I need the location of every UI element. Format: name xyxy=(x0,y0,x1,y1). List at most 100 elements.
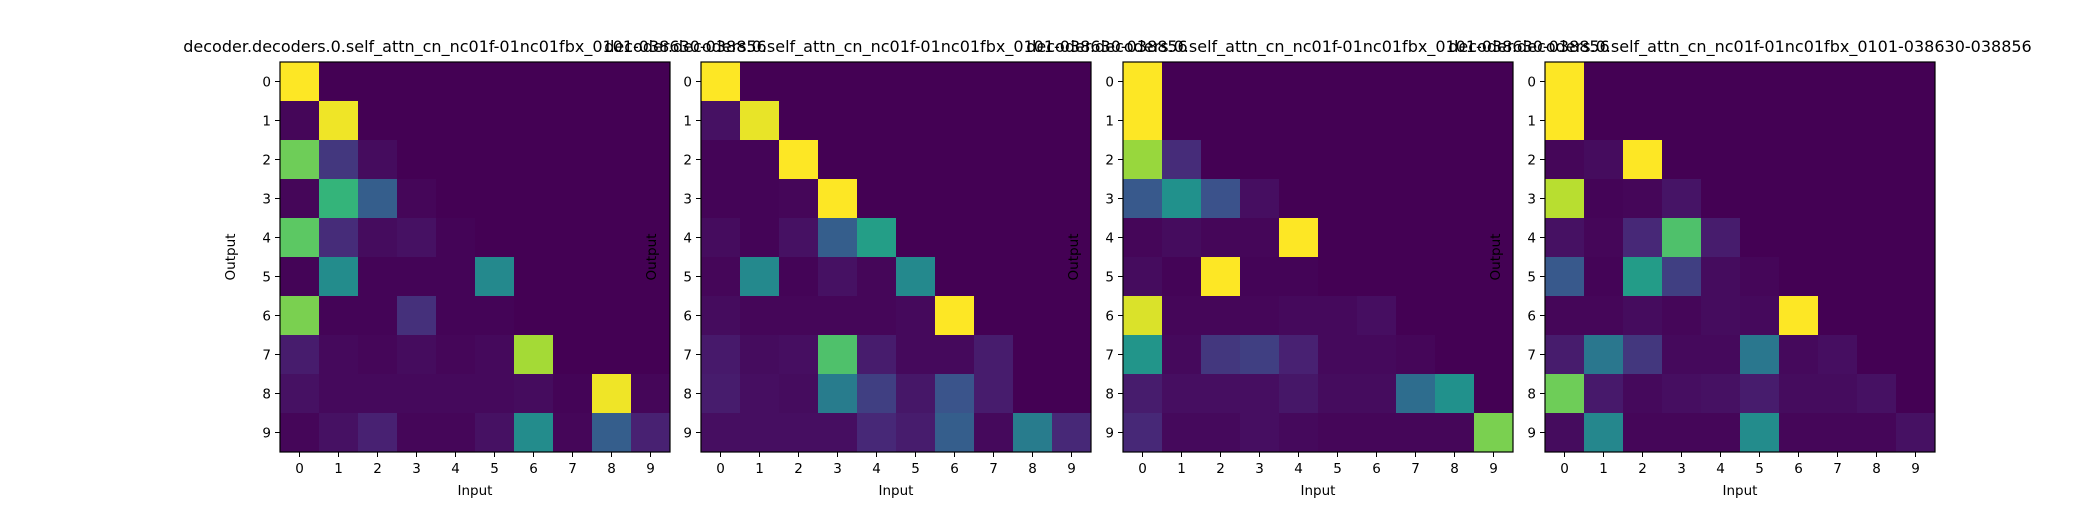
heatmap-cell xyxy=(319,179,359,219)
heatmap-cell xyxy=(631,62,671,102)
heatmap-cell xyxy=(896,218,936,258)
heatmap-cell xyxy=(1623,62,1663,102)
heatmap-cell xyxy=(1435,101,1475,141)
heatmap-cell xyxy=(319,257,359,297)
heatmap-cell xyxy=(514,179,554,219)
y-tick-label: 7 xyxy=(1527,348,1536,364)
heatmap-cell xyxy=(701,335,741,375)
heatmap-cell xyxy=(1584,140,1624,180)
heatmap-cell xyxy=(397,101,437,141)
x-tick-label: 9 xyxy=(1489,461,1498,477)
heatmap-cell xyxy=(514,257,554,297)
heatmap-cell xyxy=(857,62,897,102)
heatmap-cell xyxy=(896,335,936,375)
heatmap-cell xyxy=(1052,218,1092,258)
heatmap-cell xyxy=(1435,374,1475,414)
heatmap-cell xyxy=(1623,335,1663,375)
heatmap-cell xyxy=(740,374,780,414)
heatmap-cell xyxy=(1584,296,1624,336)
heatmap-cell xyxy=(701,374,741,414)
heatmap-cell xyxy=(974,140,1014,180)
heatmap-cell xyxy=(1623,413,1663,453)
heatmap-cell xyxy=(701,296,741,336)
heatmap-cell xyxy=(1474,101,1514,141)
heatmap-cell xyxy=(974,218,1014,258)
heatmap-cell xyxy=(514,335,554,375)
heatmap-cell xyxy=(1584,335,1624,375)
heatmap-cell xyxy=(1779,374,1819,414)
heatmap-cell xyxy=(896,296,936,336)
y-tick-label: 1 xyxy=(683,114,692,130)
x-tick-label: 2 xyxy=(794,461,803,477)
y-tick-label: 6 xyxy=(1105,309,1114,325)
heatmap-cell xyxy=(1240,179,1280,219)
y-tick-label: 5 xyxy=(1527,270,1536,286)
heatmap-cell xyxy=(779,179,819,219)
heatmap-cell xyxy=(1435,335,1475,375)
heatmap-cell xyxy=(1396,101,1436,141)
x-tick-label: 9 xyxy=(1911,461,1920,477)
heatmap-cell xyxy=(475,179,515,219)
heatmap-cell xyxy=(1818,218,1858,258)
heatmap-cell xyxy=(857,335,897,375)
heatmap-cell xyxy=(1318,218,1358,258)
heatmap-cell xyxy=(436,140,476,180)
heatmap-cell xyxy=(1740,296,1780,336)
x-tick-label: 6 xyxy=(1372,461,1381,477)
heatmap-cell xyxy=(701,62,741,102)
heatmap-cell xyxy=(1857,335,1897,375)
heatmap-cell xyxy=(1818,296,1858,336)
heatmap-cell xyxy=(896,140,936,180)
x-tick-label: 9 xyxy=(1067,461,1076,477)
heatmap-cell xyxy=(701,413,741,453)
heatmap-cell xyxy=(280,140,320,180)
y-tick-label: 0 xyxy=(1527,75,1536,91)
heatmap-cell xyxy=(1474,296,1514,336)
heatmap-cell xyxy=(740,218,780,258)
heatmap-cell xyxy=(818,374,858,414)
heatmap-cell xyxy=(1740,101,1780,141)
heatmap-cell xyxy=(1818,179,1858,219)
heatmap-cell xyxy=(857,413,897,453)
heatmap-cell xyxy=(935,101,975,141)
heatmap-cell xyxy=(1013,296,1053,336)
x-tick-label: 4 xyxy=(451,461,460,477)
heatmap-cell xyxy=(1545,413,1585,453)
heatmap-cell xyxy=(701,101,741,141)
heatmap-cell xyxy=(1896,140,1936,180)
x-tick-label: 8 xyxy=(1028,461,1037,477)
heatmap-cell xyxy=(974,62,1014,102)
heatmap-cell xyxy=(436,374,476,414)
heatmap-cell xyxy=(1701,413,1741,453)
y-tick-label: 8 xyxy=(683,387,692,403)
heatmap-cell xyxy=(857,101,897,141)
x-axis-label: Input xyxy=(458,483,493,499)
heatmap-cell xyxy=(1623,374,1663,414)
y-tick-label: 3 xyxy=(1105,192,1114,208)
heatmap-cell xyxy=(1240,413,1280,453)
heatmap-cell xyxy=(1357,413,1397,453)
heatmap-cell xyxy=(1740,140,1780,180)
heatmap-cell xyxy=(1201,374,1241,414)
heatmap-cell xyxy=(779,140,819,180)
y-tick-label: 5 xyxy=(1105,270,1114,286)
heatmap-cell xyxy=(1545,218,1585,258)
x-tick-label: 6 xyxy=(529,461,538,477)
heatmap-cell xyxy=(1857,218,1897,258)
heatmap-cell xyxy=(1162,218,1202,258)
heatmap-cell xyxy=(319,140,359,180)
heatmap-cell xyxy=(358,218,398,258)
x-tick-label: 1 xyxy=(1177,461,1186,477)
heatmap-cell xyxy=(397,413,437,453)
heatmap-cell xyxy=(553,413,593,453)
heatmap-cell xyxy=(397,218,437,258)
heatmap-cell xyxy=(1857,413,1897,453)
y-tick-label: 6 xyxy=(262,309,271,325)
heatmap-cell xyxy=(631,335,671,375)
heatmap-cell xyxy=(779,101,819,141)
heatmap-cell xyxy=(974,374,1014,414)
heatmap-cell xyxy=(1201,335,1241,375)
y-tick-label: 6 xyxy=(683,309,692,325)
heatmap-cell xyxy=(475,218,515,258)
heatmap-cell xyxy=(1662,62,1702,102)
